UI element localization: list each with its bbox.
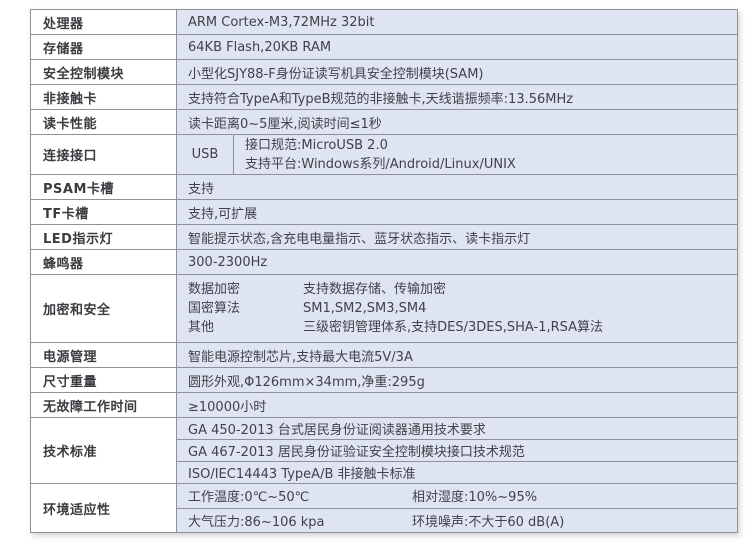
row-tf-slot: TF卡槽 支持,可扩展 — [31, 200, 737, 225]
standard-iso14443: ISO/IEC14443 TypeA/B 非接触卡标准 — [188, 467, 416, 482]
interface-detail-cell: 接口规范:MicroUSB 2.0 支持平台:Windows系列/Android… — [234, 135, 737, 174]
encryption-line-national: 国密算法 SM1,SM2,SM3,SM4 — [188, 299, 426, 318]
spec-label-dimensions-weight: 尺寸重量 — [31, 368, 177, 392]
spec-value-tf-slot: 支持,可扩展 — [177, 200, 737, 224]
spec-value-mtbf: ≥10000小时 — [177, 393, 737, 417]
environment-noise: 环境噪声:不大于60 dB(A) — [412, 514, 565, 530]
row-processor: 处理器 ARM Cortex-M3,72MHz 32bit — [31, 10, 737, 35]
environment-pressure: 大气压力:86~106 kpa — [188, 514, 325, 530]
spec-value-security-module: 小型化SJY88-F身份证读写机具安全控制模块(SAM) — [177, 60, 737, 84]
encryption-key-national: 国密算法 — [188, 301, 241, 316]
environment-row-pressure-noise: 大气压力:86~106 kpa 环境噪声:不大于60 dB(A) — [177, 509, 737, 533]
row-mtbf: 无故障工作时间 ≥10000小时 — [31, 393, 737, 418]
environment-stack: 工作温度:0℃~50℃ 相对湿度:10%~95% 大气压力:86~106 kpa… — [177, 484, 737, 532]
spec-value-contactless-card: 支持符合TypeA和TypeB规范的非接触卡,天线谐振频率:13.56MHz — [177, 85, 737, 109]
spec-label-buzzer: 蜂鸣器 — [31, 250, 177, 274]
spec-value-memory: 64KB Flash,20KB RAM — [177, 35, 737, 59]
spec-label-processor: 处理器 — [31, 10, 177, 34]
row-contactless-card: 非接触卡 支持符合TypeA和TypeB规范的非接触卡,天线谐振频率:13.56… — [31, 85, 737, 110]
spec-label-environment: 环境适应性 — [31, 484, 177, 532]
spec-table: 处理器 ARM Cortex-M3,72MHz 32bit 存储器 64KB F… — [30, 9, 738, 533]
spec-label-memory: 存储器 — [31, 35, 177, 59]
spec-value-read-performance: 读卡距离0~5厘米,阅读时间≤1秒 — [177, 110, 737, 134]
standard-ga450: GA 450-2013 台式居民身份证阅读器通用技术要求 — [177, 418, 737, 440]
row-dimensions-weight: 尺寸重量 圆形外观,Φ126mm×34mm,净重:295g — [31, 368, 737, 393]
spec-value-led-indicator: 智能提示状态,含充电电量指示、蓝牙状态指示、读卡指示灯 — [177, 225, 737, 249]
spec-value-processor: ARM Cortex-M3,72MHz 32bit — [177, 10, 737, 34]
spec-value-psam-slot: 支持 — [177, 175, 737, 199]
spec-value-dimensions-weight: 圆形外观,Φ126mm×34mm,净重:295g — [177, 368, 737, 392]
row-read-performance: 读卡性能 读卡距离0~5厘米,阅读时间≤1秒 — [31, 110, 737, 135]
spec-label-read-performance: 读卡性能 — [31, 110, 177, 134]
row-memory: 存储器 64KB Flash,20KB RAM — [31, 35, 737, 60]
interface-type-cell: USB — [177, 135, 234, 174]
standard-ga467: GA 467-2013 居民身份证验证安全控制模块接口技术规范 — [177, 440, 737, 462]
row-buzzer: 蜂鸣器 300-2300Hz — [31, 250, 737, 275]
spec-label-power-management: 电源管理 — [31, 343, 177, 367]
row-encryption-security: 加密和安全 数据加密 支持数据存储、传输加密 国密算法 SM1,SM2,SM3,… — [31, 275, 737, 343]
spec-label-mtbf: 无故障工作时间 — [31, 393, 177, 417]
spec-value-power-management: 智能电源控制芯片,支持最大电流5V/3A — [177, 343, 737, 367]
encryption-val-national: SM1,SM2,SM3,SM4 — [303, 301, 427, 316]
row-interface: 连接接口 USB 接口规范:MicroUSB 2.0 支持平台:Windows系… — [31, 135, 737, 175]
row-technical-standards: 技术标准 GA 450-2013 台式居民身份证阅读器通用技术要求 GA 467… — [31, 418, 737, 484]
row-psam-slot: PSAM卡槽 支持 — [31, 175, 737, 200]
row-security-module: 安全控制模块 小型化SJY88-F身份证读写机具安全控制模块(SAM) — [31, 60, 737, 85]
encryption-line-other: 其他 三级密钥管理体系,支持DES/3DES,SHA-1,RSA算法 — [188, 318, 603, 337]
encryption-val-other: 三级密钥管理体系,支持DES/3DES,SHA-1,RSA算法 — [303, 320, 604, 335]
encryption-val-data: 支持数据存储、传输加密 — [303, 282, 447, 297]
spec-label-tf-slot: TF卡槽 — [31, 200, 177, 224]
spec-label-technical-standards: 技术标准 — [31, 418, 177, 483]
environment-row-temp-humidity: 工作温度:0℃~50℃ 相对湿度:10%~95% — [177, 484, 737, 509]
spec-value-buzzer: 300-2300Hz — [177, 250, 737, 274]
environment-temperature: 工作温度:0℃~50℃ — [188, 490, 310, 506]
row-environment: 环境适应性 工作温度:0℃~50℃ 相对湿度:10%~95% 大气压力:86~1… — [31, 484, 737, 532]
spec-label-encryption-security: 加密和安全 — [31, 275, 177, 342]
interface-spec-line: 接口规范:MicroUSB 2.0 — [245, 137, 388, 153]
spec-label-led-indicator: LED指示灯 — [31, 225, 177, 249]
spec-label-security-module: 安全控制模块 — [31, 60, 177, 84]
encryption-key-other: 其他 — [188, 320, 215, 335]
encryption-key-data: 数据加密 — [188, 282, 241, 297]
spec-label-contactless-card: 非接触卡 — [31, 85, 177, 109]
spec-label-interface: 连接接口 — [31, 135, 177, 174]
row-power-management: 电源管理 智能电源控制芯片,支持最大电流5V/3A — [31, 343, 737, 368]
environment-humidity: 相对湿度:10%~95% — [412, 490, 538, 506]
encryption-detail-cell: 数据加密 支持数据存储、传输加密 国密算法 SM1,SM2,SM3,SM4 其他… — [177, 275, 737, 342]
row-led-indicator: LED指示灯 智能提示状态,含充电电量指示、蓝牙状态指示、读卡指示灯 — [31, 225, 737, 250]
encryption-line-data: 数据加密 支持数据存储、传输加密 — [188, 280, 446, 299]
standards-stack: GA 450-2013 台式居民身份证阅读器通用技术要求 GA 467-2013… — [177, 418, 737, 483]
interface-platform-line: 支持平台:Windows系列/Android/Linux/UNIX — [245, 156, 516, 172]
spec-label-psam-slot: PSAM卡槽 — [31, 175, 177, 199]
